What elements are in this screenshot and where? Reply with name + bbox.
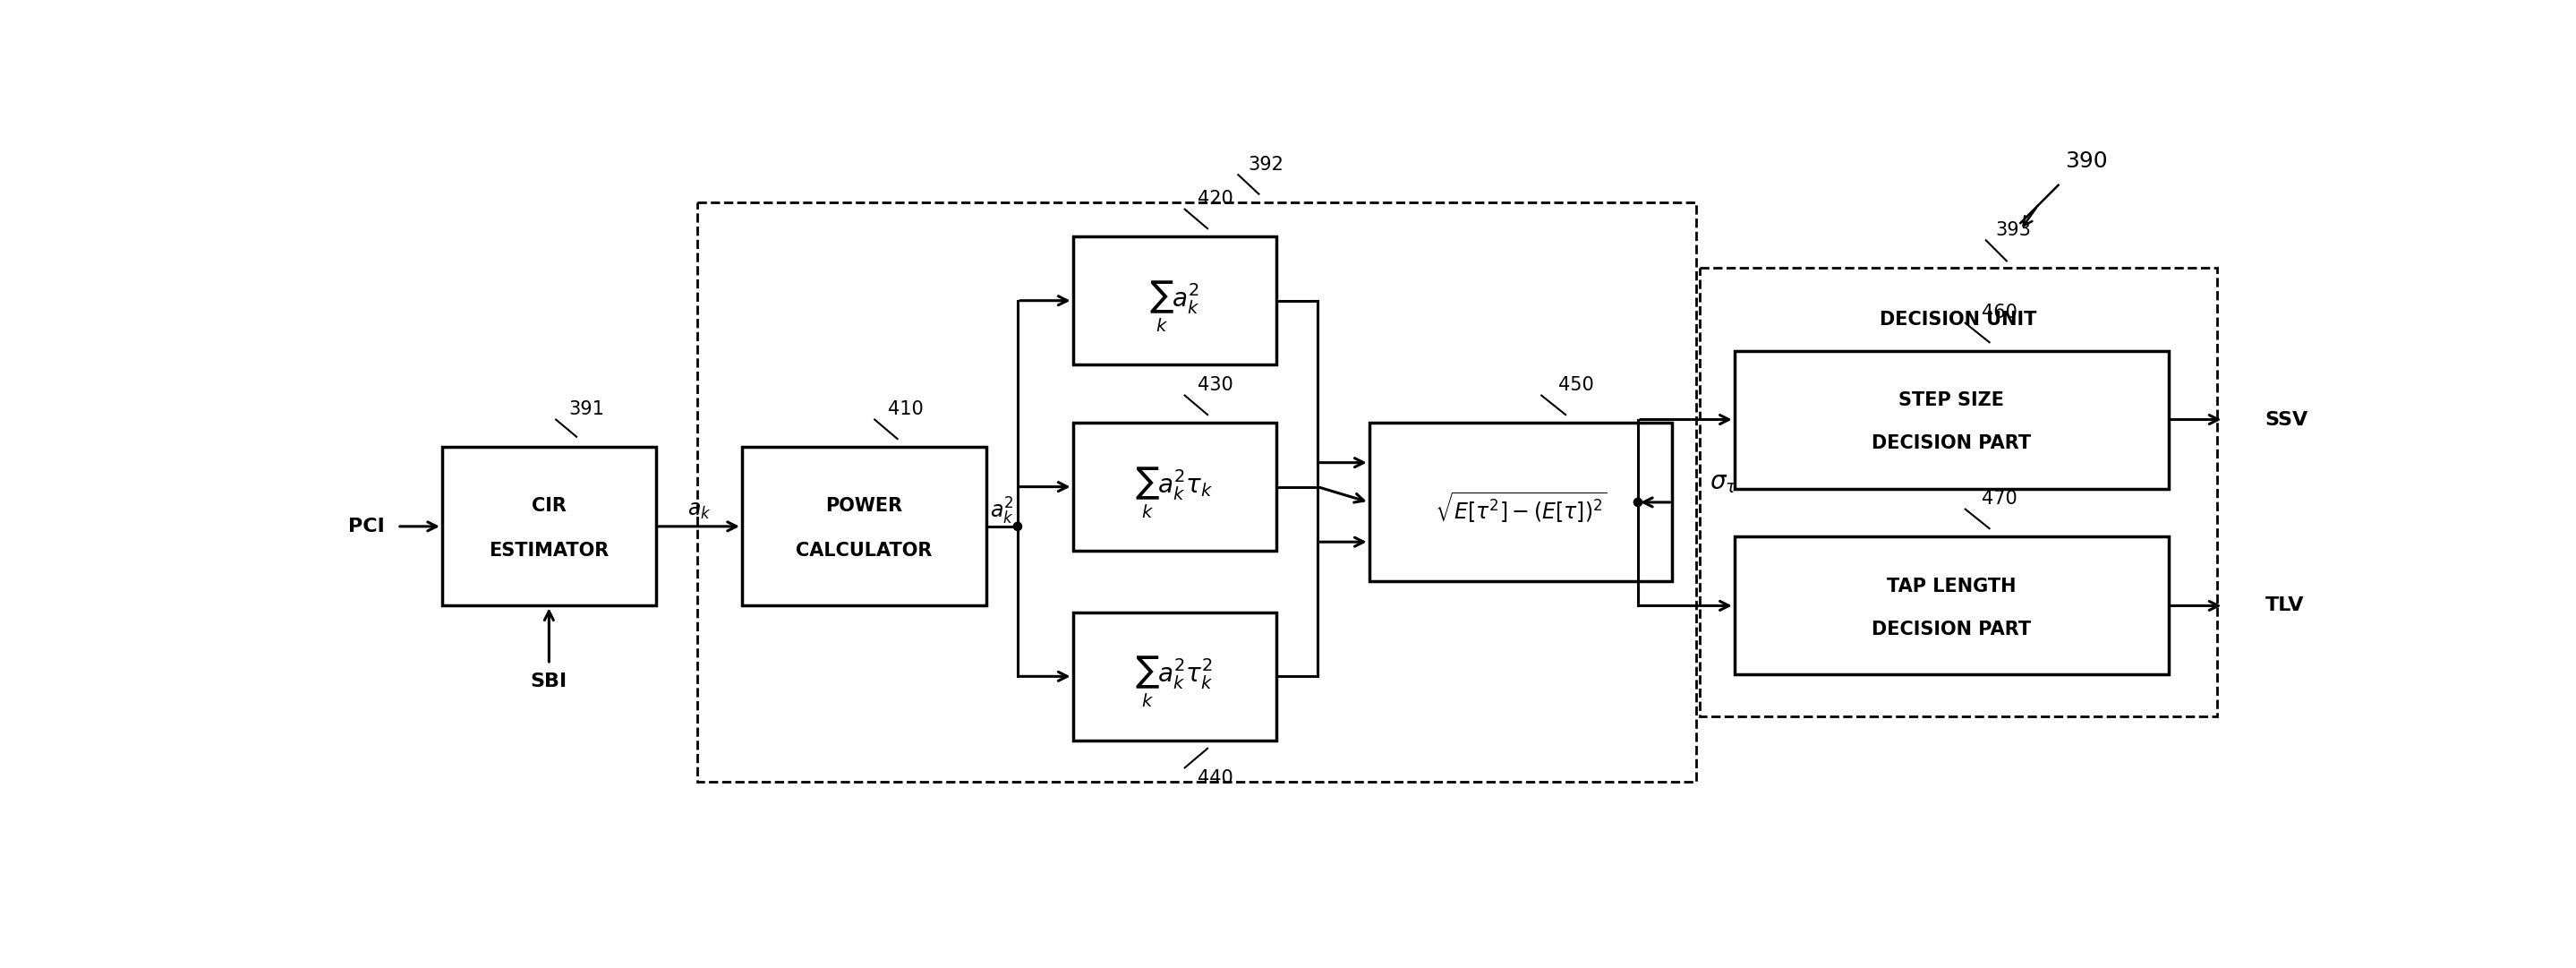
Text: SBI: SBI — [531, 673, 567, 690]
Text: 470: 470 — [1981, 490, 2017, 508]
Text: $\sum_k a_k^2$: $\sum_k a_k^2$ — [1149, 279, 1200, 334]
Circle shape — [1012, 523, 1023, 530]
Text: $a_k^2$: $a_k^2$ — [989, 496, 1015, 527]
Text: CIR: CIR — [531, 497, 567, 515]
Text: $\sigma_\tau$: $\sigma_\tau$ — [1710, 470, 1739, 495]
Text: PCI: PCI — [348, 518, 384, 535]
Bar — [1072, 237, 1275, 364]
Bar — [443, 447, 657, 606]
Bar — [1734, 350, 2169, 489]
Text: 410: 410 — [889, 400, 922, 418]
Text: TLV: TLV — [2264, 596, 2303, 615]
Text: SSV: SSV — [2264, 410, 2308, 429]
Bar — [1368, 423, 1672, 582]
Text: ESTIMATOR: ESTIMATOR — [489, 542, 608, 560]
Text: TAP LENGTH: TAP LENGTH — [1886, 578, 2017, 595]
Text: 450: 450 — [1558, 377, 1595, 394]
Bar — [698, 202, 1698, 781]
Text: 430: 430 — [1198, 377, 1234, 394]
Text: STEP SIZE: STEP SIZE — [1899, 391, 2004, 409]
Circle shape — [1633, 499, 1641, 506]
Text: 391: 391 — [569, 400, 605, 418]
Bar — [1072, 613, 1275, 741]
Text: 460: 460 — [1981, 304, 2017, 321]
Text: 393: 393 — [1996, 221, 2032, 239]
Text: 420: 420 — [1198, 190, 1234, 208]
Text: DECISION UNIT: DECISION UNIT — [1880, 311, 2038, 328]
Text: POWER: POWER — [827, 497, 902, 515]
Text: DECISION PART: DECISION PART — [1873, 620, 2032, 639]
Bar — [1700, 268, 2218, 716]
Text: $\sum_k a_k^2 \tau_k$: $\sum_k a_k^2 \tau_k$ — [1136, 465, 1213, 520]
Text: CALCULATOR: CALCULATOR — [796, 542, 933, 560]
Text: DECISION PART: DECISION PART — [1873, 435, 2032, 453]
Text: 390: 390 — [2063, 150, 2107, 171]
Text: $\sum_k a_k^2 \tau_k^2$: $\sum_k a_k^2 \tau_k^2$ — [1136, 654, 1213, 710]
Text: $a_k$: $a_k$ — [688, 501, 711, 522]
Text: $\sqrt{E[\tau^2]-(E[\tau])^2}$: $\sqrt{E[\tau^2]-(E[\tau])^2}$ — [1435, 490, 1607, 526]
Bar — [1734, 537, 2169, 675]
Text: 440: 440 — [1198, 770, 1234, 787]
Bar — [742, 447, 987, 606]
Text: 392: 392 — [1247, 156, 1283, 173]
Bar — [1072, 423, 1275, 551]
